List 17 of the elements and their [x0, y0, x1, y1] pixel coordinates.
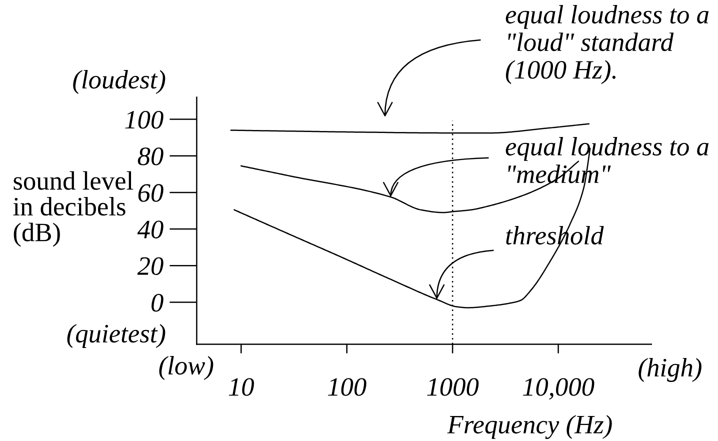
- y-tick-label: 80: [138, 147, 164, 166]
- y-tick-label: 20: [137, 257, 164, 276]
- x-tick-label: 1000: [427, 378, 479, 396]
- x-tick-label: 10: [228, 378, 254, 396]
- text: equal loudness to a "loud" standard (1000 Hz).: [506, 5, 709, 84]
- text: (high): [638, 358, 702, 382]
- text: (low): [159, 356, 214, 380]
- x-axis-title: Frequency (Hz): [447, 414, 612, 440]
- x-tick-label: 100: [328, 378, 366, 396]
- y-tick-label: 40: [137, 220, 164, 238]
- x-tick-label: 10,000: [522, 378, 594, 400]
- text: (loudest): [73, 70, 166, 94]
- y-axis-title: sound level in decibels (dB): [13, 171, 134, 247]
- text: (quietest): [67, 324, 166, 348]
- y-tick-label: 0: [152, 294, 164, 312]
- y-tick-label: 100: [125, 110, 164, 129]
- y-tick-label: 60: [138, 184, 164, 202]
